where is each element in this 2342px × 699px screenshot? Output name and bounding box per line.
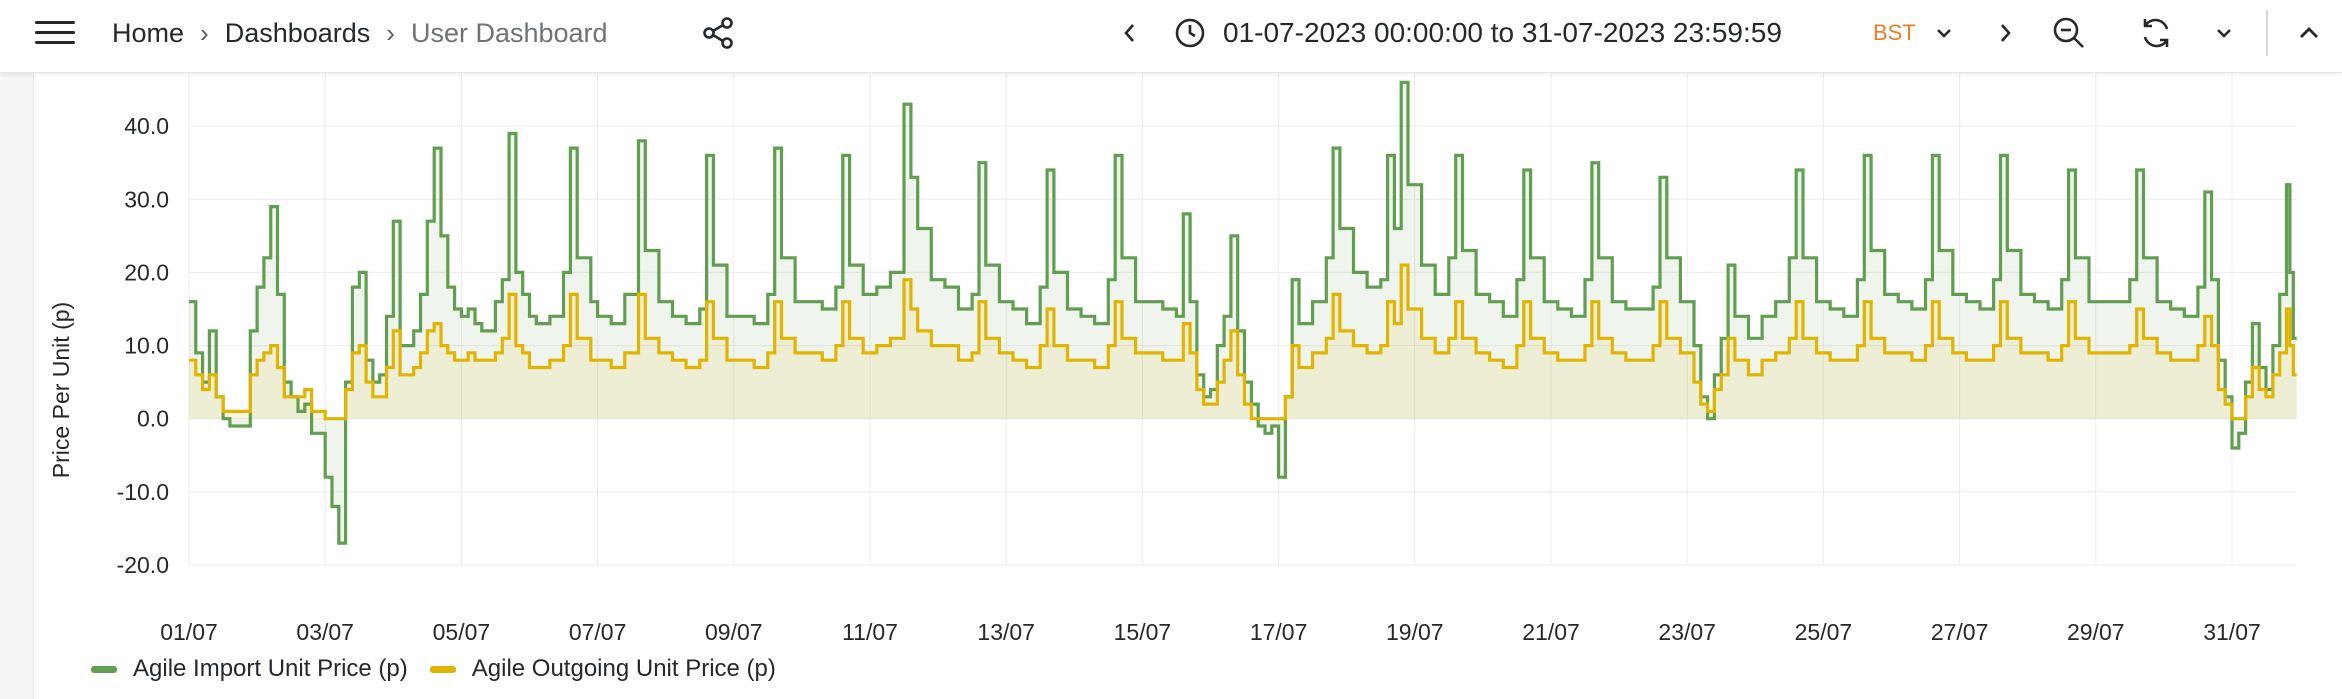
x-tick-label: 19/07 <box>1386 619 1444 645</box>
time-range-picker[interactable]: 01-07-2023 00:00:00 to 31-07-2023 23:59:… <box>1223 17 1782 48</box>
x-tick-label: 27/07 <box>1931 619 1989 645</box>
x-tick-label: 07/07 <box>569 619 627 645</box>
legend-swatch-import <box>91 665 117 673</box>
y-axis-ticks: 50.040.030.020.010.00.0-10.0-20.0 <box>117 60 169 578</box>
legend-swatch-outgoing <box>429 665 456 673</box>
share-icon[interactable] <box>698 0 738 66</box>
refresh-icon[interactable] <box>2134 0 2178 66</box>
y-tick-label: -10.0 <box>117 479 169 505</box>
legend-label-import: Agile Import Unit Price (p) <box>133 655 408 682</box>
series-fills <box>189 82 2297 544</box>
time-range-forward-icon[interactable] <box>1992 0 2020 66</box>
zoom-out-icon[interactable] <box>2047 0 2091 66</box>
chevron-up-icon[interactable] <box>2291 0 2327 66</box>
hamburger-menu-icon[interactable] <box>30 0 82 66</box>
x-tick-label: 29/07 <box>2067 619 2125 645</box>
time-range-back-icon[interactable] <box>1115 0 1143 66</box>
y-axis-label: Price Per Unit (p) <box>48 302 74 478</box>
breadcrumb: Home › Dashboards › User Dashboard <box>112 0 608 66</box>
series-fill-0 <box>189 82 2297 544</box>
x-tick-label: 31/07 <box>2203 619 2261 645</box>
series-lines <box>189 80 2297 545</box>
timezone-badge[interactable]: BST <box>1873 20 1916 45</box>
breadcrumb-current-dashboard: User Dashboard <box>410 17 608 48</box>
x-tick-label: 23/07 <box>1658 619 1716 645</box>
timeseries-panel: 50.040.030.020.010.00.0-10.0-20.0 01/070… <box>33 60 2342 699</box>
x-tick-label: 25/07 <box>1795 619 1853 645</box>
y-tick-label: 20.0 <box>124 259 169 285</box>
chart-legend: Agile Import Unit Price (p) Agile Outgoi… <box>91 652 798 686</box>
breadcrumb-separator-icon: › <box>200 17 209 48</box>
x-tick-label: 03/07 <box>296 619 354 645</box>
y-tick-label: 0.0 <box>137 406 169 432</box>
toolbar-divider <box>2266 10 2268 56</box>
y-tick-label: -20.0 <box>117 552 169 578</box>
breadcrumb-home[interactable]: Home <box>112 17 185 48</box>
chevron-down-icon[interactable] <box>1930 0 1958 66</box>
x-tick-label: 11/07 <box>842 619 898 645</box>
x-axis-ticks: 01/07 03/07 05/07 07/07 09/07 11/07 13/07 15/07… <box>160 619 2261 645</box>
breadcrumb-separator-icon: › <box>386 17 395 48</box>
top-navbar: Home › Dashboards › User Dashboard 01-07… <box>0 0 2342 73</box>
x-tick-label: 17/07 <box>1250 619 1308 645</box>
series-line-0[interactable] <box>189 80 2297 545</box>
legend-item-outgoing[interactable]: Agile Outgoing Unit Price (p) <box>429 655 776 683</box>
x-tick-label: 05/07 <box>433 619 491 645</box>
refresh-interval-chevron-down-icon[interactable] <box>2210 0 2238 66</box>
clock-icon <box>1172 0 1208 66</box>
x-tick-label: 15/07 <box>1114 619 1172 645</box>
breadcrumb-dashboards[interactable]: Dashboards <box>224 17 371 48</box>
series-fill-1 <box>189 265 2297 419</box>
x-tick-label: 21/07 <box>1522 619 1580 645</box>
x-tick-label: 01/07 <box>160 619 218 645</box>
x-tick-label: 09/07 <box>705 619 763 645</box>
series-line-1[interactable] <box>189 263 2297 421</box>
x-tick-label: 13/07 <box>977 619 1035 645</box>
y-tick-label: 10.0 <box>124 333 169 359</box>
legend-item-import[interactable]: Agile Import Unit Price (p) <box>91 655 408 683</box>
y-tick-label: 40.0 <box>124 113 169 139</box>
legend-label-outgoing: Agile Outgoing Unit Price (p) <box>471 655 776 682</box>
line-chart[interactable]: 50.040.030.020.010.00.0-10.0-20.0 01/070… <box>34 60 2342 650</box>
chart-grid <box>188 60 2296 566</box>
y-tick-label: 30.0 <box>124 186 169 212</box>
